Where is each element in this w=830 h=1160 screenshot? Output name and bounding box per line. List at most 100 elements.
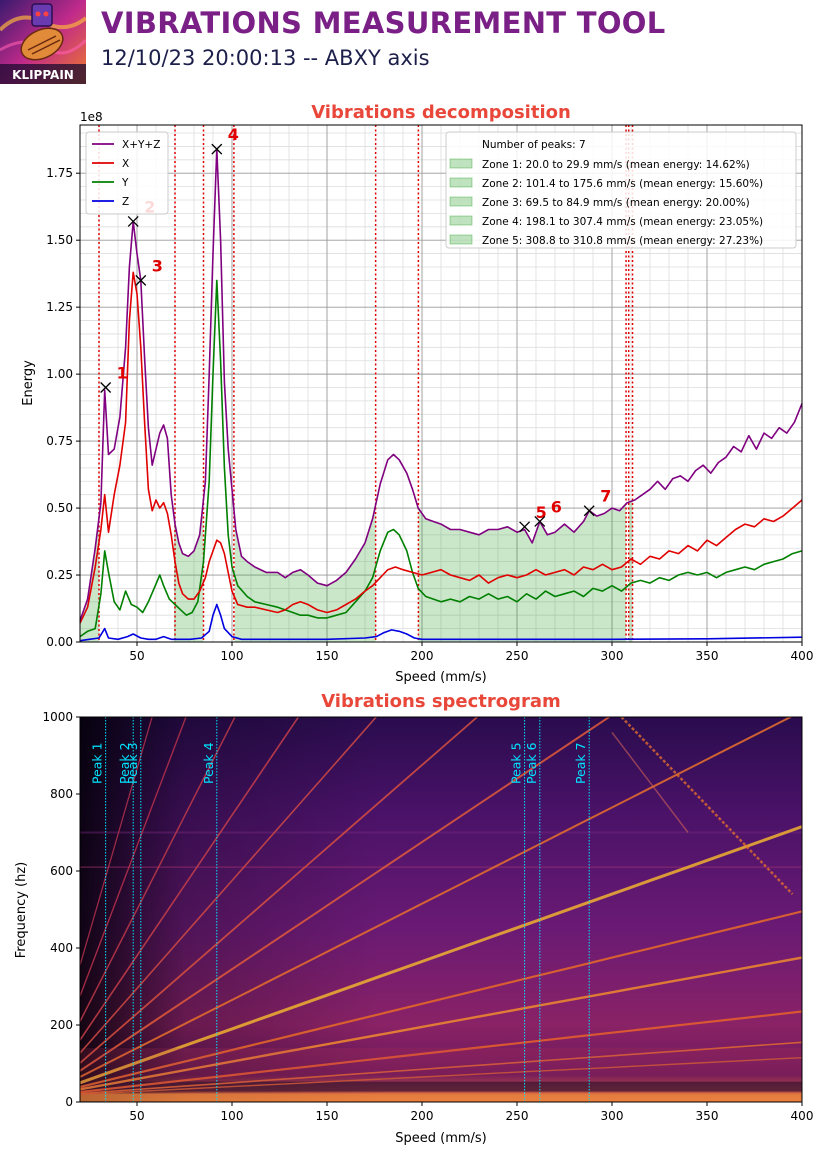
zone-legend-swatch: [449, 234, 473, 245]
logo-text: KLIPPAIN: [12, 68, 74, 82]
vibrations-decomposition-chart: Vibrations decomposition 1234567 5010015…: [21, 102, 813, 685]
peak-cross-stroke: [135, 274, 147, 286]
zone-5-fill: [628, 500, 633, 642]
x-tick-label: 50: [129, 649, 144, 663]
zone-4-fill: [418, 503, 627, 642]
peak-cross-stroke: [583, 505, 595, 517]
y-tick-label: 800: [50, 787, 73, 801]
zone-legend-item: Zone 1: 20.0 to 29.9 mm/s (mean energy: …: [482, 159, 750, 171]
klippain-logo: KLIPPAIN: [0, 0, 86, 84]
peak-4-marker: 4: [211, 125, 239, 155]
zone-legend-item: Zone 4: 198.1 to 307.4 mm/s (mean energy…: [482, 216, 763, 228]
x-tick-label: 400: [791, 649, 814, 663]
spectrogram-harmonic: [80, 956, 802, 1091]
zones-legend-title: Number of peaks: 7: [482, 139, 586, 151]
spectrogram-harmonic: [80, 717, 236, 1022]
zones-legend: Number of peaks: 7 Zone 1: 20.0 to 29.9 m…: [445, 131, 797, 249]
series-line-x: [79, 271, 803, 624]
peak-6-label: 6: [551, 497, 562, 516]
spectrogram-diagonal: [611, 731, 689, 833]
y-tick-label: 1.50: [46, 233, 73, 247]
y-tick-label: 1.00: [46, 367, 73, 381]
decomposition-plot-frame: [79, 124, 803, 643]
zone-legend-swatch: [449, 177, 473, 188]
y-tick-label: 400: [50, 941, 73, 955]
spectrogram-y-label: Frequency (hz): [14, 862, 29, 959]
peak-1-marker: 1: [100, 364, 128, 393]
y-tick-label: 0.75: [46, 434, 73, 448]
page-title: VIBRATIONS MEASUREMENT TOOL: [101, 6, 666, 40]
zones-legend-box: [445, 131, 797, 249]
x-tick-label: 150: [316, 1109, 339, 1123]
spectrogram-harmonic: [80, 717, 378, 1054]
x-tick-label: 250: [506, 1109, 529, 1123]
y-tick-label: 1.25: [46, 300, 73, 314]
x-tick-label: 50: [129, 1109, 144, 1123]
peak-line-label: Peak 2: [117, 742, 132, 784]
zone-legend-item: Zone 3: 69.5 to 84.9 mm/s (mean energy: …: [482, 197, 750, 209]
x-tick-label: 300: [601, 649, 624, 663]
x-tick-label: 100: [221, 649, 244, 663]
x-tick-label: 150: [316, 649, 339, 663]
peak-7-marker: 7: [583, 487, 611, 517]
y-scale-label: 1e8: [80, 110, 103, 124]
spectrogram-harmonic: [80, 717, 300, 1041]
zone-legend-item: Zone 5: 308.8 to 310.8 mm/s (mean energy…: [482, 235, 763, 247]
energy-zones: [80, 500, 633, 642]
peak-cross-stroke: [211, 143, 223, 155]
page-subtitle: 12/10/23 20:00:13 -- ABXY axis: [101, 46, 430, 70]
x-tick-label: 350: [696, 649, 719, 663]
decomposition-axes: 50 100 150 200 250 300 350 400 0.00 0.25 0.50 0.75 1…: [46, 166, 813, 663]
series-line-z: [79, 603, 803, 642]
series-line-x-y-z: [79, 148, 803, 621]
legend-item-label: Y: [121, 177, 129, 189]
peak-cross-stroke: [100, 382, 112, 393]
spectrogram-harmonic: [80, 717, 793, 1078]
spectrogram-harmonic: [80, 910, 802, 1089]
zone-1-fill: [80, 519, 99, 642]
y-tick-label: 0.00: [46, 635, 73, 649]
decomposition-x-label: Speed (mm/s): [395, 670, 487, 685]
legend-item-label: X+Y+Z: [122, 139, 160, 151]
spectrogram-plot-frame: [79, 716, 803, 1103]
energy-series: [79, 148, 803, 642]
y-tick-label: 600: [50, 864, 73, 878]
spectrogram-harmonic: [80, 717, 611, 1072]
x-tick-label: 200: [411, 649, 434, 663]
x-tick-label: 400: [791, 1109, 814, 1123]
spectrogram-low-glow: [80, 1048, 802, 1102]
spectrogram-x-label: Speed (mm/s): [395, 1131, 487, 1146]
peak-line-label: Peak 1: [90, 742, 105, 784]
peak-line-label: Peak 6: [524, 742, 539, 784]
y-tick-label: 0: [65, 1095, 73, 1109]
legend-item-label: X: [122, 158, 129, 170]
peak-4-label: 4: [228, 125, 239, 144]
x-tick-label: 350: [696, 1109, 719, 1123]
peak-3-marker: 3: [135, 256, 163, 286]
spectrogram-harmonics: [80, 717, 802, 1102]
y-tick-label: 200: [50, 1018, 73, 1032]
spectrogram-harmonic: [80, 825, 802, 1085]
peak-line-label: Peak 5: [509, 742, 524, 784]
series-line-y: [79, 279, 803, 638]
peak-5-label: 5: [536, 503, 547, 522]
series-legend: X+Y+Z XYZ: [85, 131, 169, 215]
x-tick-label: 100: [221, 1109, 244, 1123]
y-tick-label: 1.75: [46, 166, 73, 180]
zone-legend-swatch: [449, 215, 473, 226]
zone-legend-item: Zone 2: 101.4 to 175.6 mm/s (mean energy…: [482, 178, 763, 190]
peak-7-label: 7: [600, 487, 611, 506]
zone-3-fill: [174, 500, 204, 642]
spectrogram-title: Vibrations spectrogram: [321, 691, 561, 712]
zone-legend-swatch: [449, 158, 473, 169]
peak-line-label: Peak 7: [573, 742, 588, 784]
spectrogram-harmonic: [80, 1010, 802, 1094]
decomposition-y-label: Energy: [21, 360, 36, 406]
x-tick-label: 300: [601, 1109, 624, 1123]
peak-3-label: 3: [152, 256, 163, 275]
legend-box: [85, 131, 169, 215]
x-tick-label: 200: [411, 1109, 434, 1123]
peak-cross-stroke: [519, 521, 531, 533]
peak-line-label: Peak 3: [125, 742, 140, 784]
